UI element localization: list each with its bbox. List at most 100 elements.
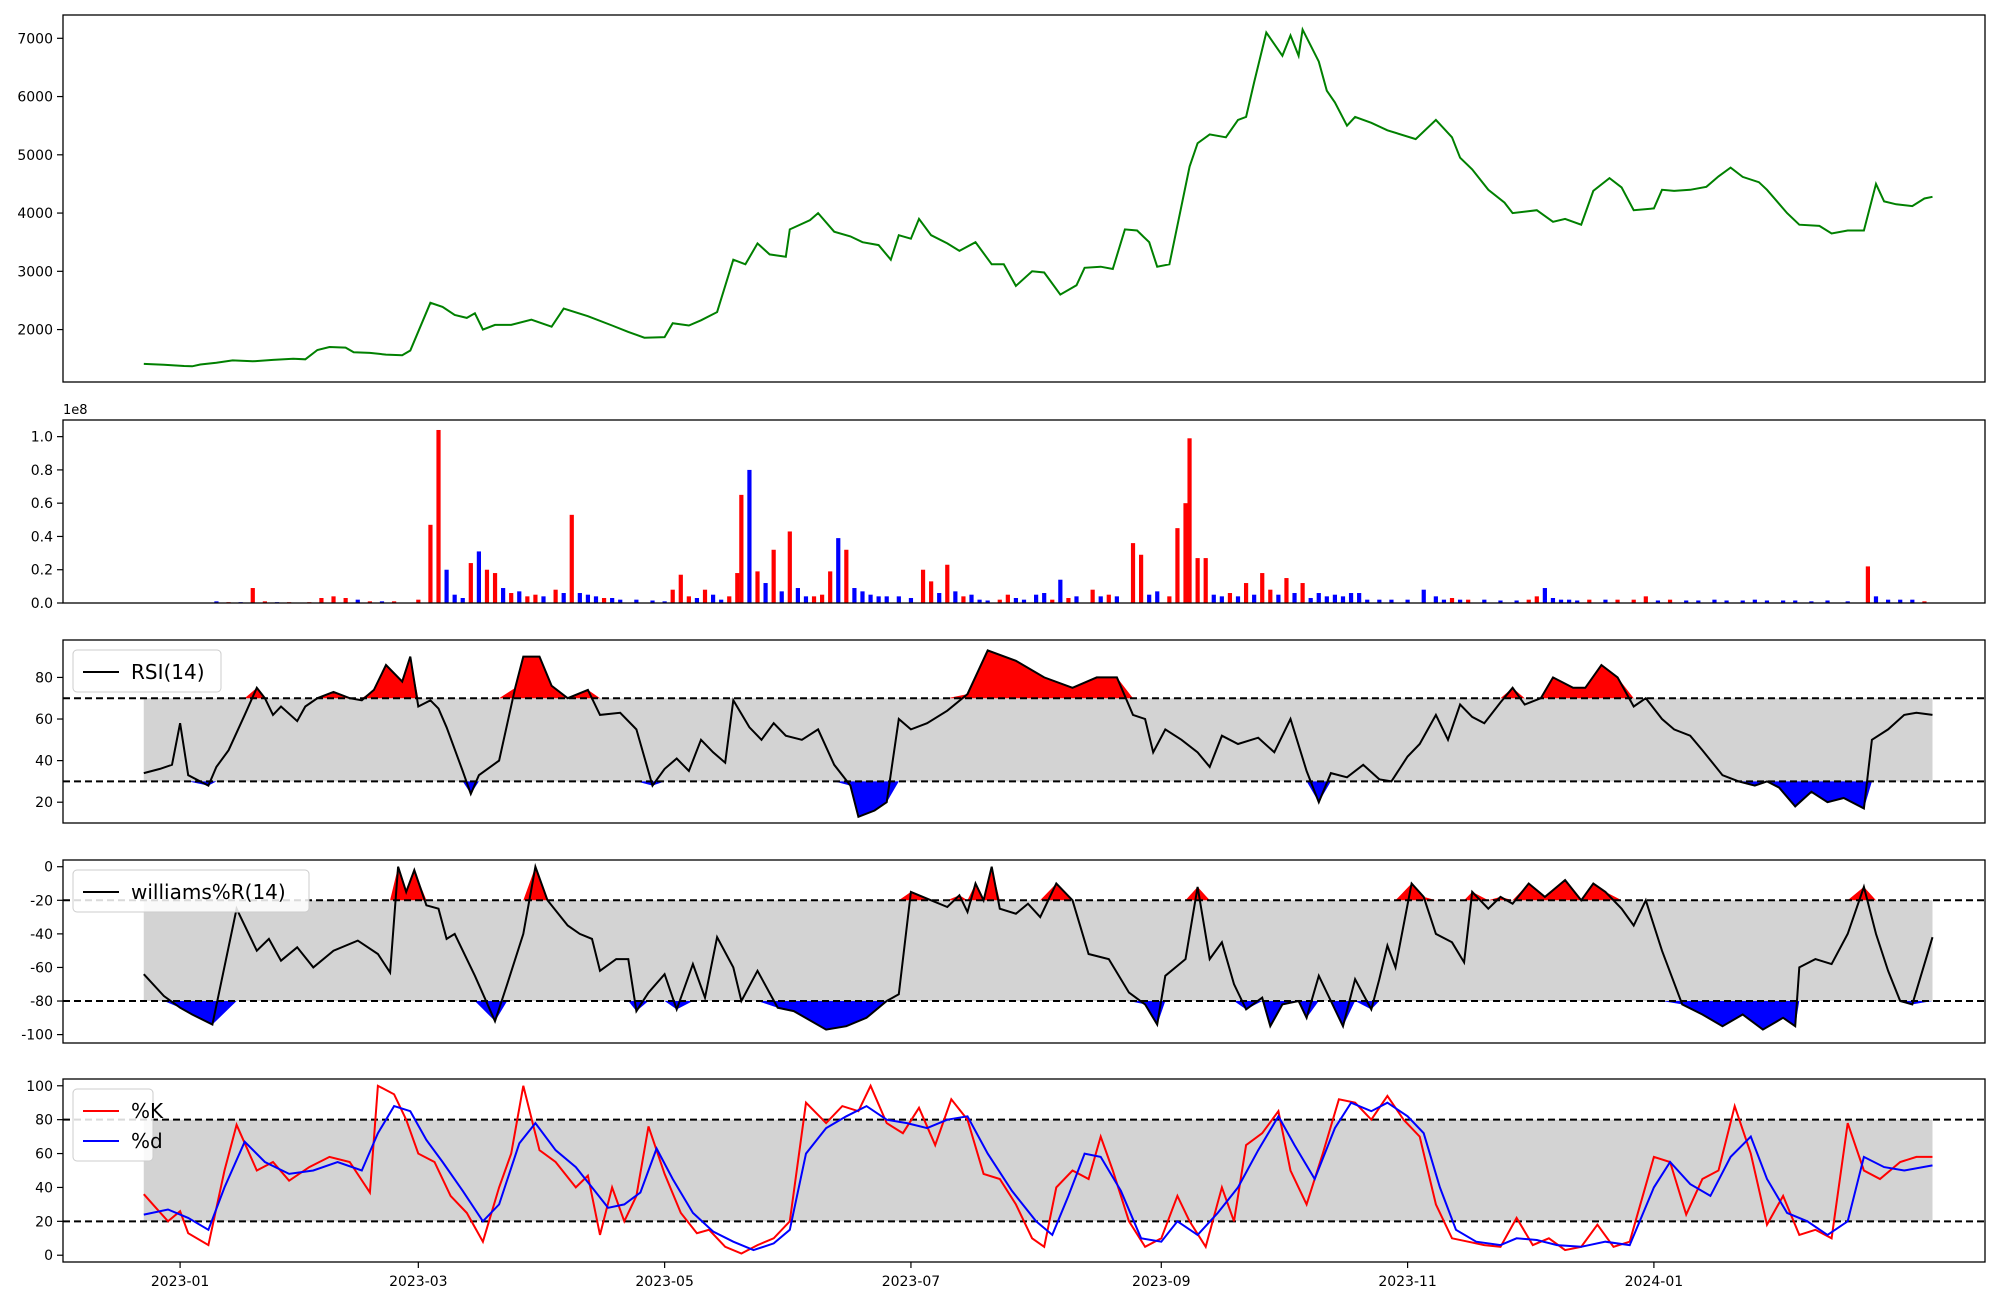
williams-frame	[62, 859, 1986, 1044]
volume-bar-12	[367, 601, 372, 603]
volume-bar-55	[763, 583, 768, 603]
williams-ytick-label-2: -40	[30, 927, 53, 943]
volume-bar-60	[803, 596, 809, 603]
williams-series-line-0	[143, 862, 1934, 1031]
volume-bar-67	[860, 591, 865, 603]
volume-bar-85	[1021, 599, 1027, 603]
volume-bar-149	[1643, 596, 1648, 603]
williams-panel: 0 -20 -40 -60 -80 -100 williams%R(14)	[21, 859, 1986, 1044]
volume-bar-137	[1514, 600, 1519, 603]
volume-bar-116	[1292, 593, 1297, 603]
stochastic-series-line-1	[143, 1101, 1933, 1252]
volume-bar-64	[836, 538, 841, 603]
volume-bar-128	[1405, 599, 1410, 603]
price-plot-area	[143, 26, 1933, 368]
rsi-oversold-fill	[143, 781, 1933, 817]
volume-bar-169	[1922, 601, 1927, 603]
volume-bar-136	[1498, 600, 1503, 603]
williams-legend-box	[72, 869, 310, 913]
volume-bar-119	[1316, 593, 1321, 603]
stochastic-legend: %K %d	[72, 1088, 164, 1162]
volume-bar-168	[1910, 599, 1915, 603]
volume-bar-110	[1243, 583, 1249, 603]
volume-bar-3	[250, 588, 255, 603]
volume-bar-162	[1825, 600, 1830, 603]
volume-bar-26	[509, 593, 514, 603]
volume-bar-108	[1227, 593, 1233, 603]
volume-bar-139	[1534, 596, 1539, 603]
volume-bar-104	[1195, 558, 1200, 603]
stochastic-plot-area	[63, 1083, 1985, 1255]
stochastic-ytick-label-2: 40	[35, 1180, 53, 1196]
stochastic-ytick-label-4: 80	[35, 1113, 53, 1129]
volume-bar-89	[1058, 579, 1063, 603]
volume-bar-97	[1138, 554, 1144, 603]
volume-bar-93	[1098, 596, 1103, 603]
volume-ytick-label-1: 0.2	[31, 563, 53, 579]
volume-bar-84	[1013, 598, 1019, 603]
rsi-ytick-label-1: 40	[35, 754, 53, 770]
stochastic-legend-box	[72, 1088, 154, 1162]
volume-bar-33	[569, 514, 574, 603]
volume-bar-83	[1005, 594, 1010, 603]
volume-bar-81	[985, 600, 990, 603]
volume-bar-71	[896, 596, 901, 603]
volume-panel: 0.0 0.2 0.4 0.6 0.8 1.0 1e8	[31, 403, 1986, 612]
volume-bar-53	[747, 469, 752, 603]
volume-bar-118	[1308, 598, 1313, 603]
rsi-frame	[62, 639, 1986, 824]
volume-bar-146	[1603, 599, 1608, 603]
volume-bar-18	[444, 569, 449, 603]
volume-bar-98	[1147, 594, 1152, 603]
volume-bar-17	[436, 429, 441, 603]
volume-bar-150	[1655, 600, 1661, 603]
xtick-label-3: 2023-07	[882, 1274, 941, 1290]
volume-bar-156	[1740, 600, 1745, 603]
rsi-plot-area	[63, 649, 1985, 819]
volume-bar-111	[1252, 594, 1257, 603]
williams-legend: williams%R(14)	[72, 869, 310, 913]
volume-bar-34	[577, 593, 582, 603]
volume-bar-143	[1567, 599, 1572, 603]
williams-ytick-label-3: -60	[30, 960, 53, 976]
volume-bar-148	[1631, 599, 1636, 603]
volume-bar-48	[710, 594, 716, 603]
volume-ytick-label-5: 1.0	[31, 430, 53, 446]
volume-bar-165	[1873, 596, 1879, 603]
volume-bar-92	[1090, 589, 1095, 603]
rsi-ytick-label-3: 80	[35, 670, 53, 686]
volume-bar-86	[1034, 594, 1039, 603]
volume-bar-164	[1865, 566, 1871, 603]
volume-bar-32	[561, 593, 566, 603]
volume-bar-45	[686, 596, 691, 603]
volume-bar-161	[1809, 601, 1814, 603]
volume-bar-113	[1268, 589, 1273, 603]
volume-bar-125	[1365, 599, 1370, 603]
volume-bar-133	[1457, 599, 1463, 603]
volume-bar-107	[1219, 596, 1224, 603]
volume-bar-144	[1575, 600, 1580, 603]
volume-bar-105	[1203, 558, 1208, 603]
rsi-legend-box	[72, 649, 222, 693]
rsi-ytick-label-2: 60	[35, 712, 53, 728]
price-ytick-label-5: 7000	[17, 31, 53, 47]
volume-bar-147	[1615, 599, 1620, 603]
volume-ytick-label-3: 0.6	[31, 496, 53, 512]
volume-bar-79	[969, 594, 974, 603]
volume-bar-62	[820, 594, 825, 603]
volume-bar-135	[1482, 599, 1487, 603]
volume-bar-16	[428, 524, 433, 603]
rsi-ytick-label-0: 20	[35, 795, 53, 811]
volume-bar-127	[1389, 599, 1394, 603]
xtick-label-1: 2023-03	[389, 1274, 448, 1290]
volume-bar-154	[1712, 599, 1717, 603]
williams-ytick-label-4: -80	[30, 994, 53, 1010]
volume-bar-87	[1042, 593, 1047, 603]
volume-bar-145	[1587, 599, 1592, 603]
volume-bar-8	[319, 598, 324, 603]
volume-bar-50	[727, 596, 732, 603]
volume-bar-38	[610, 598, 615, 603]
volume-bar-27	[517, 591, 522, 603]
price-ytick-label-2: 4000	[17, 206, 53, 222]
volume-bar-58	[787, 531, 792, 603]
